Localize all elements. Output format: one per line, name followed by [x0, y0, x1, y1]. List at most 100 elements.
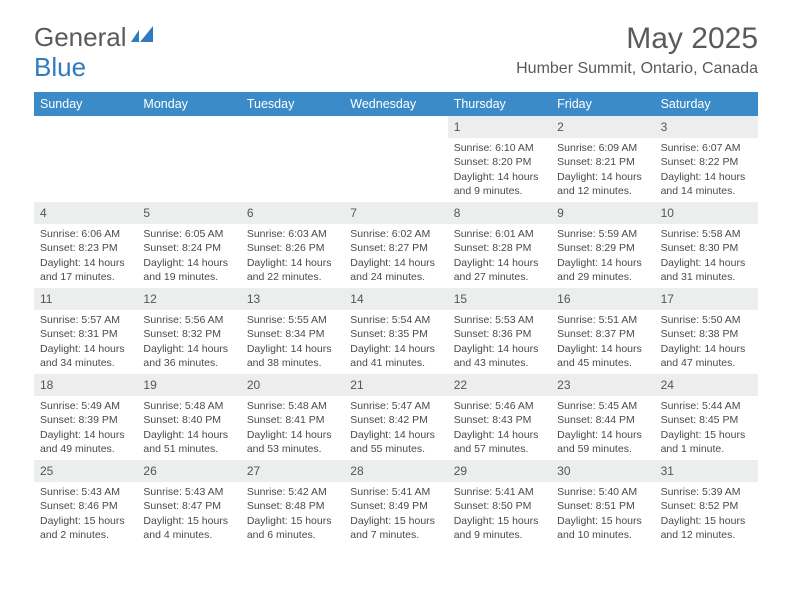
- sunrise-line: Sunrise: 5:55 AM: [247, 313, 338, 327]
- day-number: 20: [241, 374, 344, 396]
- day-cell: 11Sunrise: 5:57 AMSunset: 8:31 PMDayligh…: [34, 288, 137, 374]
- day-body: Sunrise: 5:43 AMSunset: 8:46 PMDaylight:…: [34, 484, 137, 546]
- day-body: Sunrise: 5:42 AMSunset: 8:48 PMDaylight:…: [241, 484, 344, 546]
- day-cell: 19Sunrise: 5:48 AMSunset: 8:40 PMDayligh…: [137, 374, 240, 460]
- daylight-line: Daylight: 14 hours and 51 minutes.: [143, 428, 234, 456]
- logo: General: [34, 22, 159, 53]
- sunset-line: Sunset: 8:21 PM: [557, 155, 648, 169]
- sunset-line: Sunset: 8:51 PM: [557, 499, 648, 513]
- sunrise-line: Sunrise: 5:49 AM: [40, 399, 131, 413]
- daylight-line: Daylight: 15 hours and 9 minutes.: [454, 514, 545, 542]
- title-block: May 2025 Humber Summit, Ontario, Canada: [516, 22, 758, 78]
- day-body: Sunrise: 5:53 AMSunset: 8:36 PMDaylight:…: [448, 312, 551, 374]
- calendar-body: 1Sunrise: 6:10 AMSunset: 8:20 PMDaylight…: [34, 116, 758, 546]
- day-number: 8: [448, 202, 551, 224]
- day-number: 14: [344, 288, 447, 310]
- day-number: [34, 116, 137, 138]
- daylight-line: Daylight: 15 hours and 12 minutes.: [661, 514, 752, 542]
- daylight-line: Daylight: 14 hours and 17 minutes.: [40, 256, 131, 284]
- day-cell: 26Sunrise: 5:43 AMSunset: 8:47 PMDayligh…: [137, 460, 240, 546]
- calendar-week: 4Sunrise: 6:06 AMSunset: 8:23 PMDaylight…: [34, 202, 758, 288]
- daylight-line: Daylight: 14 hours and 38 minutes.: [247, 342, 338, 370]
- sunrise-line: Sunrise: 5:47 AM: [350, 399, 441, 413]
- day-body: Sunrise: 6:06 AMSunset: 8:23 PMDaylight:…: [34, 226, 137, 288]
- weekday-label: Thursday: [448, 92, 551, 116]
- sunset-line: Sunset: 8:20 PM: [454, 155, 545, 169]
- sunrise-line: Sunrise: 6:07 AM: [661, 141, 752, 155]
- day-cell: 1Sunrise: 6:10 AMSunset: 8:20 PMDaylight…: [448, 116, 551, 202]
- day-cell: [137, 116, 240, 202]
- logo-text-2: Blue: [34, 52, 86, 83]
- day-cell: 30Sunrise: 5:40 AMSunset: 8:51 PMDayligh…: [551, 460, 654, 546]
- day-body: Sunrise: 5:46 AMSunset: 8:43 PMDaylight:…: [448, 398, 551, 460]
- sunset-line: Sunset: 8:45 PM: [661, 413, 752, 427]
- day-cell: 17Sunrise: 5:50 AMSunset: 8:38 PMDayligh…: [655, 288, 758, 374]
- day-number: 27: [241, 460, 344, 482]
- daylight-line: Daylight: 15 hours and 4 minutes.: [143, 514, 234, 542]
- sunset-line: Sunset: 8:36 PM: [454, 327, 545, 341]
- day-body: Sunrise: 6:01 AMSunset: 8:28 PMDaylight:…: [448, 226, 551, 288]
- location: Humber Summit, Ontario, Canada: [516, 60, 758, 78]
- day-body: Sunrise: 6:10 AMSunset: 8:20 PMDaylight:…: [448, 140, 551, 202]
- sunset-line: Sunset: 8:48 PM: [247, 499, 338, 513]
- day-body: Sunrise: 5:44 AMSunset: 8:45 PMDaylight:…: [655, 398, 758, 460]
- daylight-line: Daylight: 14 hours and 57 minutes.: [454, 428, 545, 456]
- daylight-line: Daylight: 14 hours and 59 minutes.: [557, 428, 648, 456]
- sunset-line: Sunset: 8:52 PM: [661, 499, 752, 513]
- day-cell: 12Sunrise: 5:56 AMSunset: 8:32 PMDayligh…: [137, 288, 240, 374]
- day-body: Sunrise: 6:05 AMSunset: 8:24 PMDaylight:…: [137, 226, 240, 288]
- sunrise-line: Sunrise: 5:42 AM: [247, 485, 338, 499]
- daylight-line: Daylight: 14 hours and 36 minutes.: [143, 342, 234, 370]
- day-cell: 28Sunrise: 5:41 AMSunset: 8:49 PMDayligh…: [344, 460, 447, 546]
- day-number: 13: [241, 288, 344, 310]
- day-number: 7: [344, 202, 447, 224]
- sunrise-line: Sunrise: 5:51 AM: [557, 313, 648, 327]
- day-number: 28: [344, 460, 447, 482]
- day-number: 16: [551, 288, 654, 310]
- sunrise-line: Sunrise: 5:41 AM: [454, 485, 545, 499]
- sunset-line: Sunset: 8:40 PM: [143, 413, 234, 427]
- day-cell: 23Sunrise: 5:45 AMSunset: 8:44 PMDayligh…: [551, 374, 654, 460]
- day-number: 5: [137, 202, 240, 224]
- sunset-line: Sunset: 8:28 PM: [454, 241, 545, 255]
- day-body: Sunrise: 5:47 AMSunset: 8:42 PMDaylight:…: [344, 398, 447, 460]
- daylight-line: Daylight: 14 hours and 9 minutes.: [454, 170, 545, 198]
- day-number: 3: [655, 116, 758, 138]
- day-cell: 27Sunrise: 5:42 AMSunset: 8:48 PMDayligh…: [241, 460, 344, 546]
- day-number: 24: [655, 374, 758, 396]
- calendar-week: 18Sunrise: 5:49 AMSunset: 8:39 PMDayligh…: [34, 374, 758, 460]
- day-cell: 5Sunrise: 6:05 AMSunset: 8:24 PMDaylight…: [137, 202, 240, 288]
- logo-flag-icon: [131, 22, 159, 53]
- sunrise-line: Sunrise: 5:54 AM: [350, 313, 441, 327]
- day-cell: 29 Sunrise: 5:41 AMSunset: 8:50 PMDayligh…: [448, 460, 551, 546]
- day-number: 10: [655, 202, 758, 224]
- day-body: Sunrise: 5:48 AMSunset: 8:40 PMDaylight:…: [137, 398, 240, 460]
- daylight-line: Daylight: 15 hours and 6 minutes.: [247, 514, 338, 542]
- day-number: 1: [448, 116, 551, 138]
- sunset-line: Sunset: 8:22 PM: [661, 155, 752, 169]
- day-cell: 3 Sunrise: 6:07 AMSunset: 8:22 PMDaylight…: [655, 116, 758, 202]
- daylight-line: Daylight: 14 hours and 29 minutes.: [557, 256, 648, 284]
- daylight-line: Daylight: 14 hours and 14 minutes.: [661, 170, 752, 198]
- day-number: 29: [448, 460, 551, 482]
- sunrise-line: Sunrise: 5:43 AM: [143, 485, 234, 499]
- daylight-line: Daylight: 14 hours and 12 minutes.: [557, 170, 648, 198]
- weekday-label: Wednesday: [344, 92, 447, 116]
- sunrise-line: Sunrise: 6:09 AM: [557, 141, 648, 155]
- sunset-line: Sunset: 8:47 PM: [143, 499, 234, 513]
- sunset-line: Sunset: 8:44 PM: [557, 413, 648, 427]
- sunrise-line: Sunrise: 6:10 AM: [454, 141, 545, 155]
- day-number: [241, 116, 344, 138]
- day-cell: 10Sunrise: 5:58 AMSunset: 8:30 PMDayligh…: [655, 202, 758, 288]
- sunset-line: Sunset: 8:27 PM: [350, 241, 441, 255]
- daylight-line: Daylight: 14 hours and 22 minutes.: [247, 256, 338, 284]
- day-cell: 2Sunrise: 6:09 AMSunset: 8:21 PMDaylight…: [551, 116, 654, 202]
- month-title: May 2025: [516, 22, 758, 56]
- sunrise-line: Sunrise: 6:06 AM: [40, 227, 131, 241]
- day-cell: 18Sunrise: 5:49 AMSunset: 8:39 PMDayligh…: [34, 374, 137, 460]
- sunrise-line: Sunrise: 5:53 AM: [454, 313, 545, 327]
- sunrise-line: Sunrise: 5:41 AM: [350, 485, 441, 499]
- day-body: Sunrise: 5:55 AMSunset: 8:34 PMDaylight:…: [241, 312, 344, 374]
- sunset-line: Sunset: 8:50 PM: [454, 499, 545, 513]
- sunset-line: Sunset: 8:24 PM: [143, 241, 234, 255]
